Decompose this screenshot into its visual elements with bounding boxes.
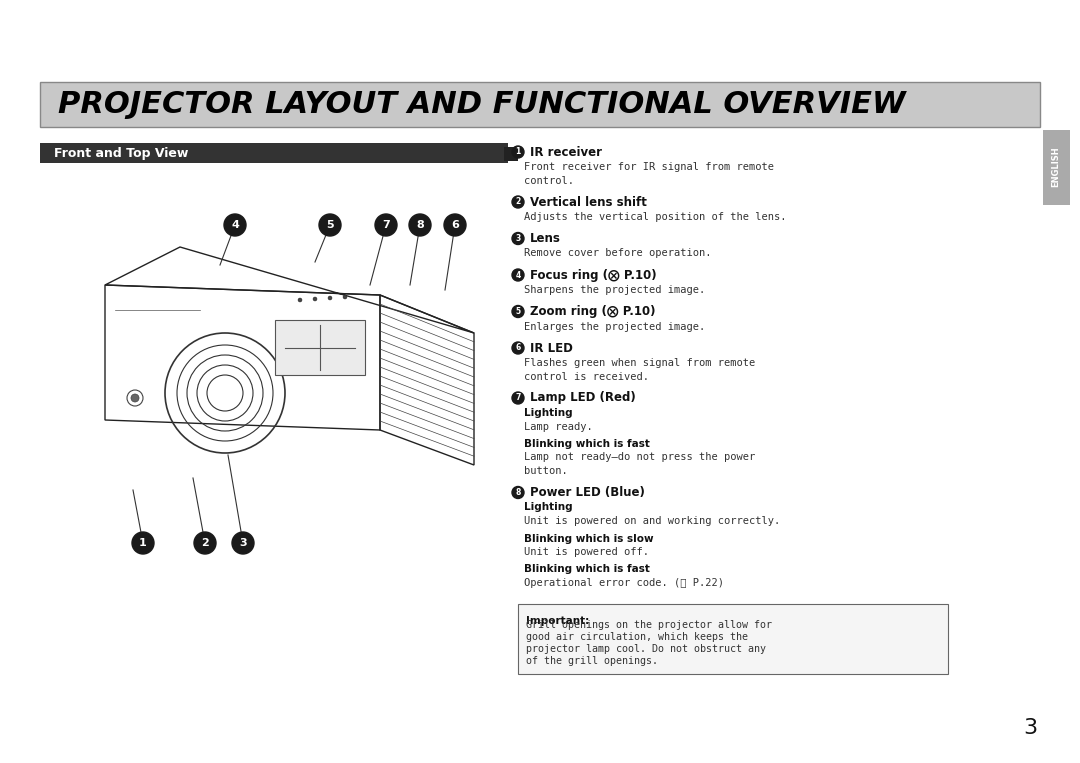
- Text: ENGLISH: ENGLISH: [1052, 146, 1061, 187]
- Text: Lamp LED (Red): Lamp LED (Red): [530, 391, 636, 404]
- Text: Vertical lens shift: Vertical lens shift: [530, 195, 647, 208]
- Text: 2: 2: [201, 538, 208, 548]
- Text: Lighting: Lighting: [524, 408, 572, 418]
- Text: 4: 4: [231, 220, 239, 230]
- Text: of the grill openings.: of the grill openings.: [526, 655, 658, 665]
- Text: 7: 7: [382, 220, 390, 230]
- Circle shape: [444, 214, 465, 236]
- Text: 1: 1: [139, 538, 147, 548]
- Circle shape: [328, 296, 332, 300]
- Circle shape: [313, 297, 318, 301]
- Text: 7: 7: [515, 394, 521, 403]
- Text: Unit is powered off.: Unit is powered off.: [524, 547, 649, 557]
- Text: Sharpens the projected image.: Sharpens the projected image.: [524, 285, 705, 295]
- Text: IR LED: IR LED: [530, 342, 572, 355]
- FancyBboxPatch shape: [40, 143, 508, 163]
- Text: control is received.: control is received.: [524, 372, 649, 382]
- Text: 3: 3: [515, 234, 521, 243]
- Text: 2: 2: [515, 198, 521, 207]
- Text: Remove cover before operation.: Remove cover before operation.: [524, 249, 712, 259]
- Circle shape: [512, 269, 524, 281]
- Text: 3: 3: [239, 538, 247, 548]
- Text: projector lamp cool. Do not obstruct any: projector lamp cool. Do not obstruct any: [526, 643, 766, 653]
- Text: Grill openings on the projector allow for: Grill openings on the projector allow fo…: [526, 620, 772, 629]
- Text: Enlarges the projected image.: Enlarges the projected image.: [524, 321, 705, 331]
- Circle shape: [224, 214, 246, 236]
- FancyBboxPatch shape: [504, 147, 518, 161]
- Text: 6: 6: [515, 343, 521, 353]
- Text: Operational error code. (⨂ P.22): Operational error code. (⨂ P.22): [524, 578, 724, 588]
- FancyBboxPatch shape: [1043, 130, 1070, 205]
- Circle shape: [319, 214, 341, 236]
- Text: Adjusts the vertical position of the lens.: Adjusts the vertical position of the len…: [524, 212, 786, 222]
- Text: Blinking which is fast: Blinking which is fast: [524, 565, 650, 575]
- Text: Important:: Important:: [526, 616, 590, 626]
- Circle shape: [232, 532, 254, 554]
- Circle shape: [409, 214, 431, 236]
- Text: Lamp ready.: Lamp ready.: [524, 421, 593, 432]
- FancyBboxPatch shape: [275, 320, 365, 375]
- Text: 4: 4: [515, 271, 521, 279]
- Circle shape: [512, 487, 524, 498]
- Text: 8: 8: [515, 488, 521, 497]
- Circle shape: [194, 532, 216, 554]
- Text: Power LED (Blue): Power LED (Blue): [530, 486, 645, 499]
- Text: Front and Top View: Front and Top View: [54, 146, 188, 159]
- Circle shape: [512, 196, 524, 208]
- Circle shape: [512, 305, 524, 317]
- Circle shape: [512, 233, 524, 244]
- Text: 3: 3: [1023, 718, 1037, 738]
- Text: Lamp not ready–do not press the power: Lamp not ready–do not press the power: [524, 452, 755, 462]
- Text: Lens: Lens: [530, 232, 561, 245]
- Circle shape: [131, 394, 139, 402]
- FancyBboxPatch shape: [40, 82, 1040, 127]
- Text: Flashes green when signal from remote: Flashes green when signal from remote: [524, 358, 755, 368]
- Text: IR receiver: IR receiver: [530, 146, 602, 159]
- Circle shape: [298, 298, 302, 302]
- Circle shape: [512, 392, 524, 404]
- Circle shape: [512, 146, 524, 158]
- Text: 8: 8: [416, 220, 423, 230]
- Text: PROJECTOR LAYOUT AND FUNCTIONAL OVERVIEW: PROJECTOR LAYOUT AND FUNCTIONAL OVERVIEW: [58, 90, 906, 119]
- Text: Blinking which is slow: Blinking which is slow: [524, 533, 653, 543]
- Circle shape: [375, 214, 397, 236]
- Text: Lighting: Lighting: [524, 503, 572, 513]
- Text: control.: control.: [524, 175, 573, 185]
- Text: Front receiver for IR signal from remote: Front receiver for IR signal from remote: [524, 162, 774, 172]
- Text: 1: 1: [515, 147, 521, 156]
- Circle shape: [512, 342, 524, 354]
- Text: 6: 6: [451, 220, 459, 230]
- Text: Zoom ring (⨂ P.10): Zoom ring (⨂ P.10): [530, 305, 656, 318]
- Circle shape: [343, 295, 347, 299]
- Text: button.: button.: [524, 466, 568, 476]
- Text: Blinking which is fast: Blinking which is fast: [524, 439, 650, 449]
- Text: 5: 5: [326, 220, 334, 230]
- Text: 5: 5: [515, 307, 521, 316]
- Text: good air circulation, which keeps the: good air circulation, which keeps the: [526, 632, 748, 642]
- Text: Focus ring (⨂ P.10): Focus ring (⨂ P.10): [530, 269, 657, 282]
- Text: Unit is powered on and working correctly.: Unit is powered on and working correctly…: [524, 516, 780, 526]
- FancyBboxPatch shape: [518, 604, 948, 674]
- Circle shape: [132, 532, 154, 554]
